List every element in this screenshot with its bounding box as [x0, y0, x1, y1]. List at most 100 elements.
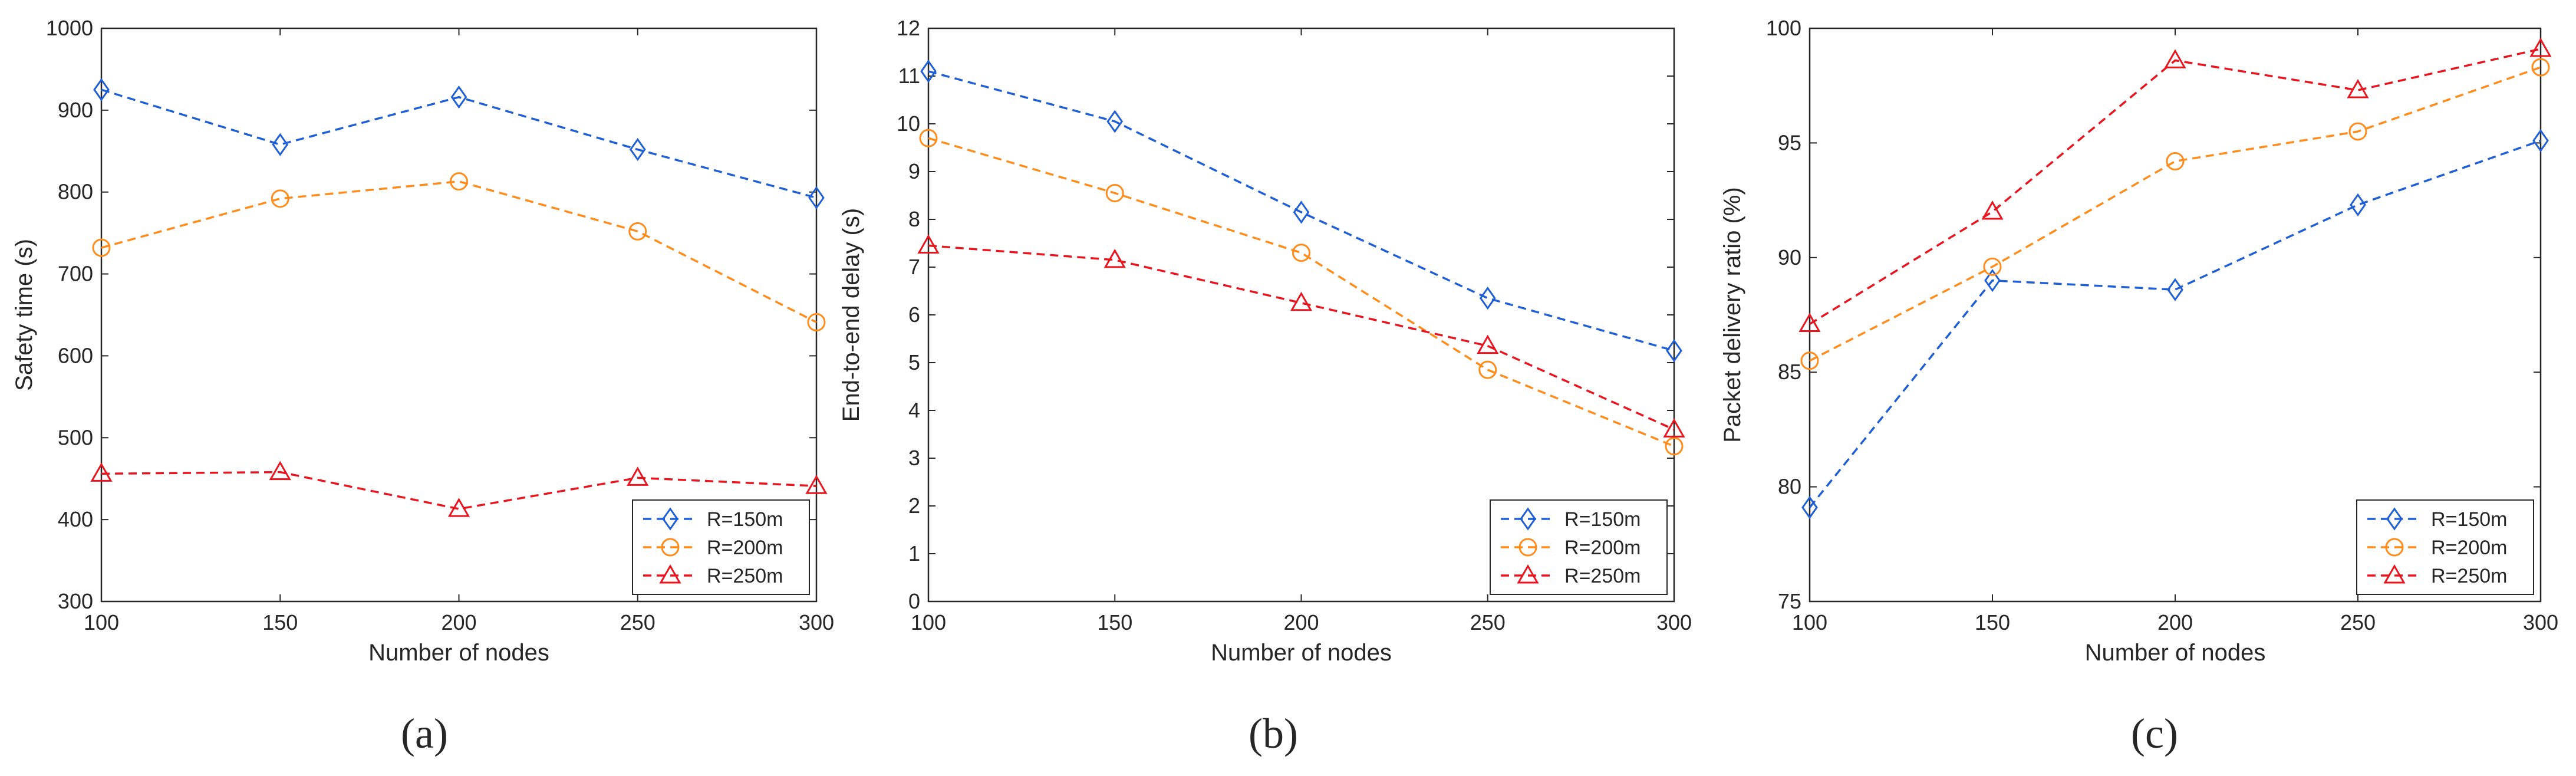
legend-label: R=200m	[1564, 537, 1641, 559]
x-tick-label: 250	[620, 610, 655, 634]
data-point-R=250m	[269, 461, 291, 481]
x-axis-label: Number of nodes	[2085, 640, 2266, 666]
y-tick-label: 8	[908, 207, 920, 231]
legend: R=150m R=200m R=250m	[632, 499, 810, 595]
data-point-R=250m	[1981, 200, 2004, 220]
y-tick-label: 11	[898, 64, 920, 88]
y-tick-label: 3	[908, 446, 920, 470]
data-point-R=250m	[447, 498, 470, 517]
x-tick-label: 250	[1470, 610, 1506, 634]
data-point-R=200m	[807, 313, 826, 331]
y-tick-label: 100	[1766, 16, 1801, 40]
y-tick-label: 0	[908, 589, 920, 613]
legend-label: R=250m	[707, 565, 783, 587]
data-point-R=150m	[272, 133, 289, 156]
data-point-R=250m	[1798, 313, 1821, 333]
x-tick-label: 100	[911, 610, 946, 634]
y-tick-label: 9	[908, 159, 920, 183]
data-point-R=150m	[920, 60, 937, 83]
data-point-R=250m	[917, 234, 940, 254]
legend-marker	[2385, 538, 2404, 557]
series-line-R=250m	[928, 244, 1675, 430]
x-axis-label: Number of nodes	[1211, 640, 1392, 666]
chart-panel-1: 100 150 200 250 300 300 400 500 600 700 800 900 1000…	[11, 16, 834, 757]
legend-label: R=150m	[1564, 508, 1641, 531]
data-point-R=200m	[1800, 351, 1819, 370]
series-line-R=150m	[928, 70, 1675, 352]
data-point-R=200m	[1983, 257, 2002, 276]
legend-label: R=150m	[2431, 508, 2507, 531]
legend-label: R=200m	[2431, 537, 2507, 559]
y-tick-label: 90	[1778, 245, 1801, 269]
legend-label: R=250m	[2431, 565, 2507, 587]
y-tick-label: 7	[908, 255, 920, 279]
data-point-R=200m	[2348, 122, 2367, 141]
panel-caption: (a)	[401, 710, 448, 757]
x-tick-label: 300	[1656, 610, 1692, 634]
data-point-R=250m	[627, 466, 649, 486]
x-axis-label: Number of nodes	[368, 640, 549, 666]
series-line-R=250m	[1809, 48, 2541, 325]
series-line-R=150m	[101, 88, 817, 199]
x-tick-label: 150	[1097, 610, 1132, 634]
data-point-R=200m	[2166, 152, 2185, 171]
data-point-R=150m	[2167, 278, 2183, 301]
panel-caption: (c)	[2131, 710, 2178, 757]
legend-marker	[1520, 507, 1536, 531]
x-tick-label: 200	[1283, 610, 1319, 634]
series-line-R=200m	[1809, 66, 2541, 362]
x-tick-label: 250	[2340, 610, 2376, 634]
data-point-R=250m	[2347, 78, 2369, 98]
x-tick-label: 100	[1792, 610, 1827, 634]
panel-caption: (b)	[1249, 710, 1298, 757]
chart-panel-3: 100 150 200 250 300 75 80 85 90 95 100 Number of no…	[1719, 16, 2558, 757]
y-tick-label: 6	[908, 302, 920, 327]
y-tick-label: 85	[1778, 360, 1801, 384]
x-tick-label: 150	[1975, 610, 2010, 634]
y-tick-label: 12	[897, 16, 920, 40]
data-point-R=150m	[1479, 287, 1496, 310]
y-tick-label: 800	[58, 180, 93, 204]
data-point-R=200m	[1292, 244, 1310, 262]
data-point-R=250m	[2164, 49, 2186, 68]
legend-marker	[2383, 564, 2406, 584]
data-point-R=250m	[1103, 248, 1126, 268]
y-tick-label: 1	[908, 541, 920, 565]
x-tick-label: 150	[262, 610, 298, 634]
data-point-R=150m	[93, 78, 110, 101]
data-point-R=200m	[919, 129, 938, 147]
x-tick-label: 300	[799, 610, 834, 634]
data-point-R=250m	[1290, 291, 1313, 311]
legend-label: R=150m	[707, 508, 783, 531]
data-point-R=200m	[628, 222, 647, 241]
y-tick-label: 600	[58, 343, 93, 367]
data-point-R=150m	[808, 186, 825, 210]
data-point-R=150m	[1984, 269, 2001, 292]
data-point-R=200m	[92, 238, 111, 257]
data-point-R=200m	[1105, 183, 1124, 202]
data-point-R=250m	[1477, 334, 1499, 354]
y-tick-label: 500	[58, 425, 93, 449]
y-tick-label: 900	[58, 98, 93, 122]
y-tick-label: 1000	[46, 16, 93, 40]
y-tick-label: 95	[1778, 130, 1801, 154]
y-tick-label: 75	[1778, 589, 1801, 613]
y-axis-label: End-to-end delay (s)	[838, 208, 864, 422]
series-line-R=250m	[101, 471, 817, 510]
legend-marker	[659, 564, 681, 584]
data-point-R=250m	[90, 462, 113, 482]
x-tick-label: 300	[2523, 610, 2558, 634]
y-tick-label: 5	[908, 350, 920, 374]
x-tick-label: 200	[2157, 610, 2193, 634]
y-tick-label: 700	[58, 262, 93, 286]
legend-marker	[1517, 564, 1539, 584]
y-tick-label: 2	[908, 494, 920, 518]
data-point-R=150m	[1801, 495, 1818, 519]
data-point-R=150m	[450, 86, 467, 109]
y-tick-label: 300	[58, 589, 93, 613]
data-point-R=200m	[450, 172, 468, 191]
data-point-R=150m	[629, 137, 646, 162]
legend-marker	[662, 507, 678, 531]
